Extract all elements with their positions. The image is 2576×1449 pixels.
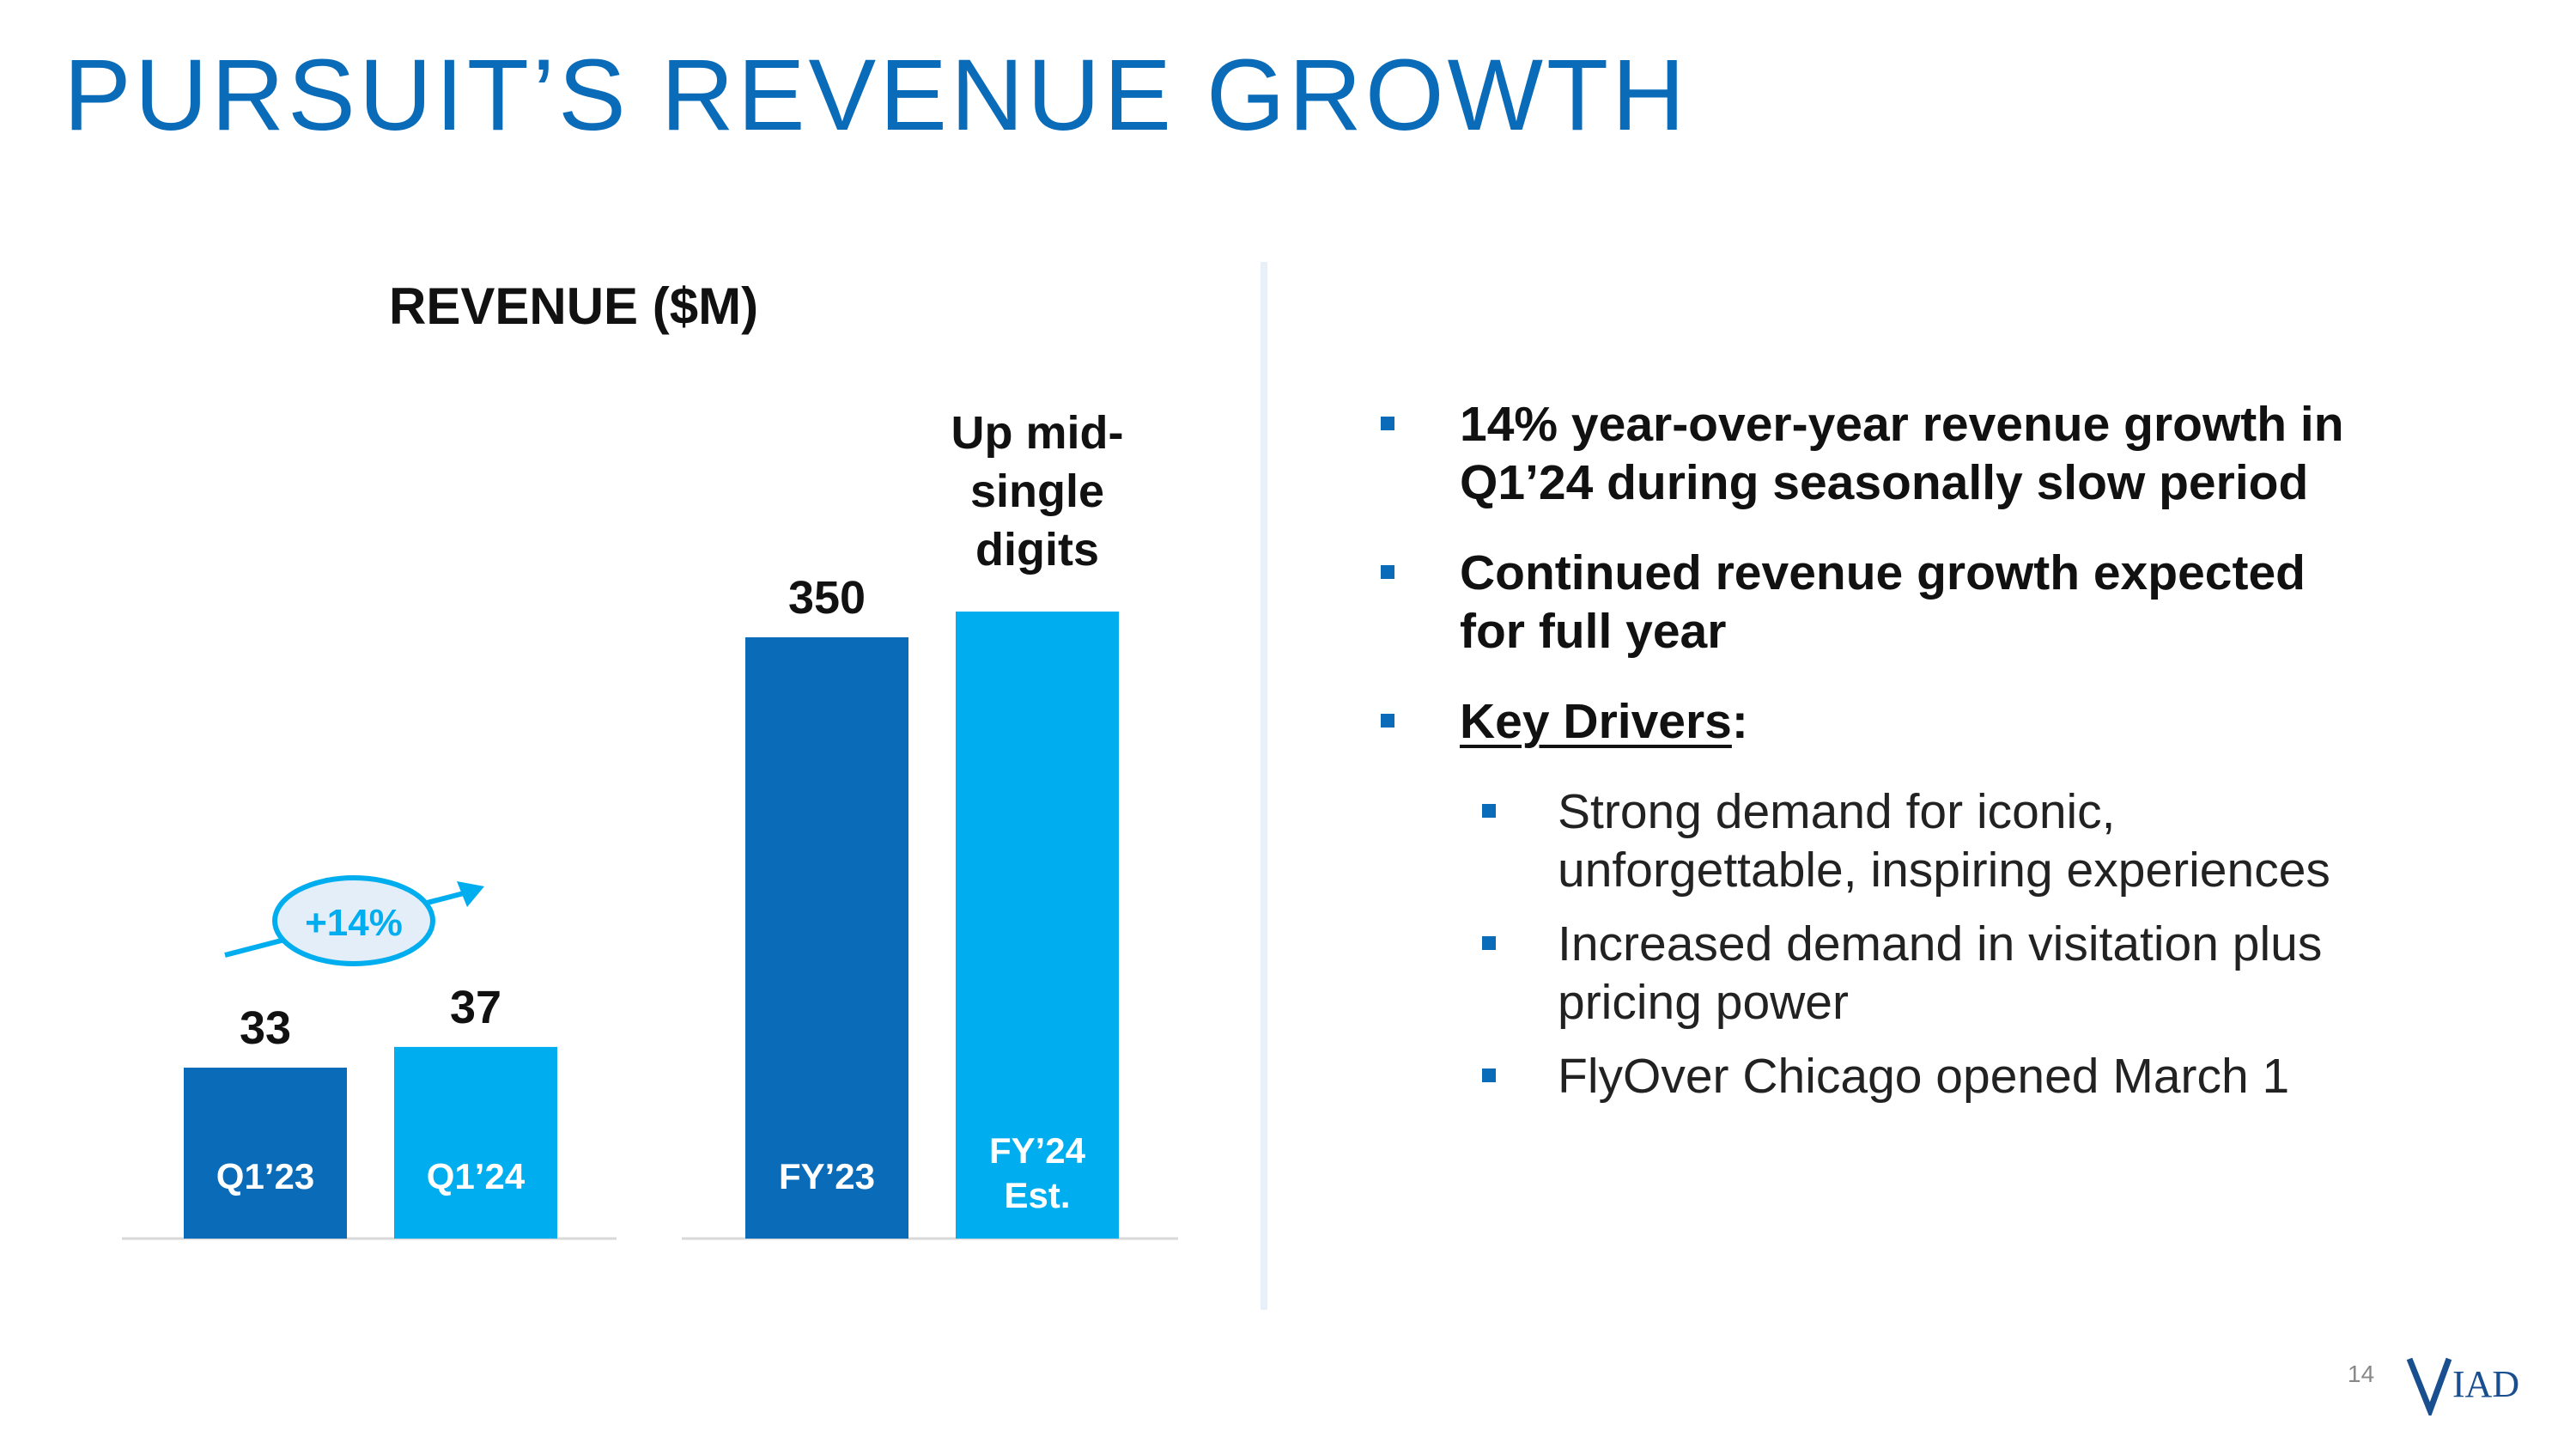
chart-title: REVENUE ($M) bbox=[389, 277, 759, 335]
bullet-square-icon bbox=[1381, 417, 1394, 430]
growth-badge bbox=[272, 875, 435, 966]
guidance-annotation-line: single bbox=[970, 466, 1104, 517]
viad-logo: IAD bbox=[2406, 1357, 2519, 1416]
bar-quarter-1 bbox=[184, 1068, 347, 1239]
page-number: 14 bbox=[2348, 1361, 2375, 1387]
bullet-line: Increased demand in visitation plus bbox=[1558, 916, 2323, 971]
bullet-revenue-growth: 14% year-over-year revenue growth in Q1’… bbox=[1381, 395, 2531, 512]
bar-category-label: FY’23 bbox=[779, 1156, 875, 1196]
key-drivers-colon: : bbox=[1731, 694, 1748, 749]
bar-category-label: Est. bbox=[1004, 1175, 1070, 1215]
bar-category-label: Q1’23 bbox=[216, 1156, 314, 1196]
guidance-annotation-line: Up mid- bbox=[951, 407, 1124, 459]
bar-year-2 bbox=[956, 612, 1119, 1239]
key-drivers-heading: Key Drivers bbox=[1460, 694, 1732, 749]
bullet-line: Strong demand for iconic, bbox=[1558, 784, 2116, 839]
bullet-square-icon bbox=[1381, 565, 1394, 579]
bullet-line: for full year bbox=[1460, 604, 1727, 659]
bullet-continued-growth: Continued revenue growth expected for fu… bbox=[1381, 544, 2531, 661]
guidance-annotation-line: digits bbox=[975, 524, 1099, 575]
sub-bullet-visitation: Increased demand in visitation plus pric… bbox=[1381, 915, 2531, 1032]
bullet-line: 14% year-over-year revenue growth in bbox=[1460, 397, 2344, 452]
bullet-square-icon bbox=[1482, 936, 1496, 950]
slide-title: PURSUIT’S REVENUE GROWTH bbox=[64, 39, 1689, 152]
bar-value-label: 33 bbox=[240, 1002, 291, 1054]
bullet-line: Q1’24 during seasonally slow period bbox=[1460, 455, 2309, 510]
bullet-line: Continued revenue growth expected bbox=[1460, 545, 2306, 600]
bullet-key-drivers: Key Drivers: bbox=[1381, 692, 2531, 751]
bullet-square-icon bbox=[1482, 1068, 1496, 1082]
bar-value-label: 350 bbox=[788, 572, 866, 624]
vertical-divider bbox=[1261, 262, 1267, 1310]
bullet-list: 14% year-over-year revenue growth in Q1’… bbox=[1381, 395, 2531, 1105]
logo-wordmark: IAD bbox=[2452, 1363, 2519, 1405]
sub-bullet-demand: Strong demand for iconic, unforgettable,… bbox=[1381, 782, 2531, 899]
bullet-line: unforgettable, inspiring experiences bbox=[1558, 843, 2330, 898]
bullet-line: FlyOver Chicago opened March 1 bbox=[1558, 1049, 2290, 1104]
bar-quarter-2 bbox=[394, 1046, 557, 1239]
bar-value-label: 37 bbox=[450, 982, 501, 1033]
bar-category-label: FY’24 bbox=[989, 1130, 1086, 1171]
bar-category-label: Q1’24 bbox=[427, 1156, 526, 1196]
growth-arrow-head bbox=[457, 881, 484, 907]
bullet-line: pricing power bbox=[1558, 975, 1849, 1030]
sub-bullet-flyover: FlyOver Chicago opened March 1 bbox=[1381, 1047, 2531, 1105]
bullet-square-icon bbox=[1381, 714, 1394, 728]
logo-v-mark bbox=[2406, 1357, 2452, 1416]
bullet-square-icon bbox=[1482, 804, 1496, 818]
growth-percent-label: +14% bbox=[305, 902, 403, 944]
bar-year-1 bbox=[745, 637, 908, 1239]
